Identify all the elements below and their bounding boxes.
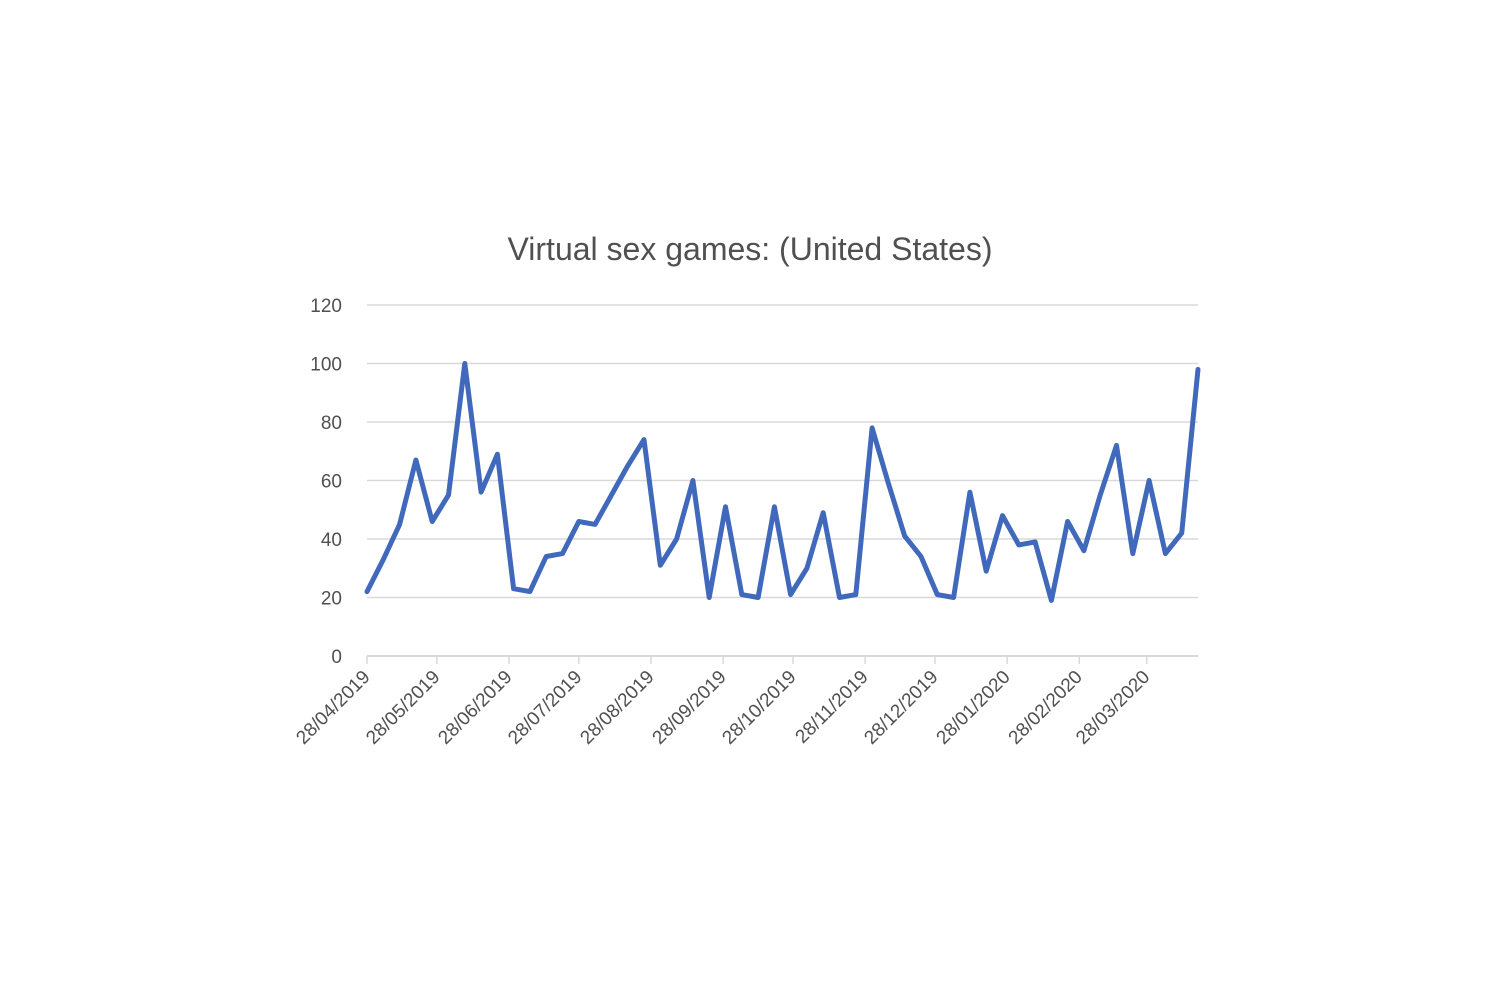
x-tick-label: 28/06/2019 [434,667,516,749]
x-tick-label: 28/07/2019 [504,667,586,749]
y-tick-label: 120 [310,296,342,317]
x-tick-label: 28/12/2019 [860,667,942,749]
y-tick-label: 100 [310,355,342,376]
x-tick-label: 28/04/2019 [292,667,374,749]
series-line [364,361,1201,603]
y-tick-label: 60 [321,472,342,493]
y-tick-label: 0 [331,647,342,668]
x-tick-label: 28/05/2019 [362,667,444,749]
x-tick-label: 28/09/2019 [649,667,731,749]
chart-title: Virtual sex games: (United States) [508,231,993,267]
y-tick-label: 40 [321,530,342,551]
x-tick-label: 28/08/2019 [576,667,658,749]
y-tick-label: 20 [321,589,342,610]
x-tick-label: 28/10/2019 [718,667,800,749]
y-tick-label: 80 [321,413,342,434]
x-tick-label: 28/11/2019 [792,667,873,748]
x-tick-label: 28/01/2020 [933,667,1015,749]
x-tick-label: 28/03/2020 [1072,667,1154,749]
